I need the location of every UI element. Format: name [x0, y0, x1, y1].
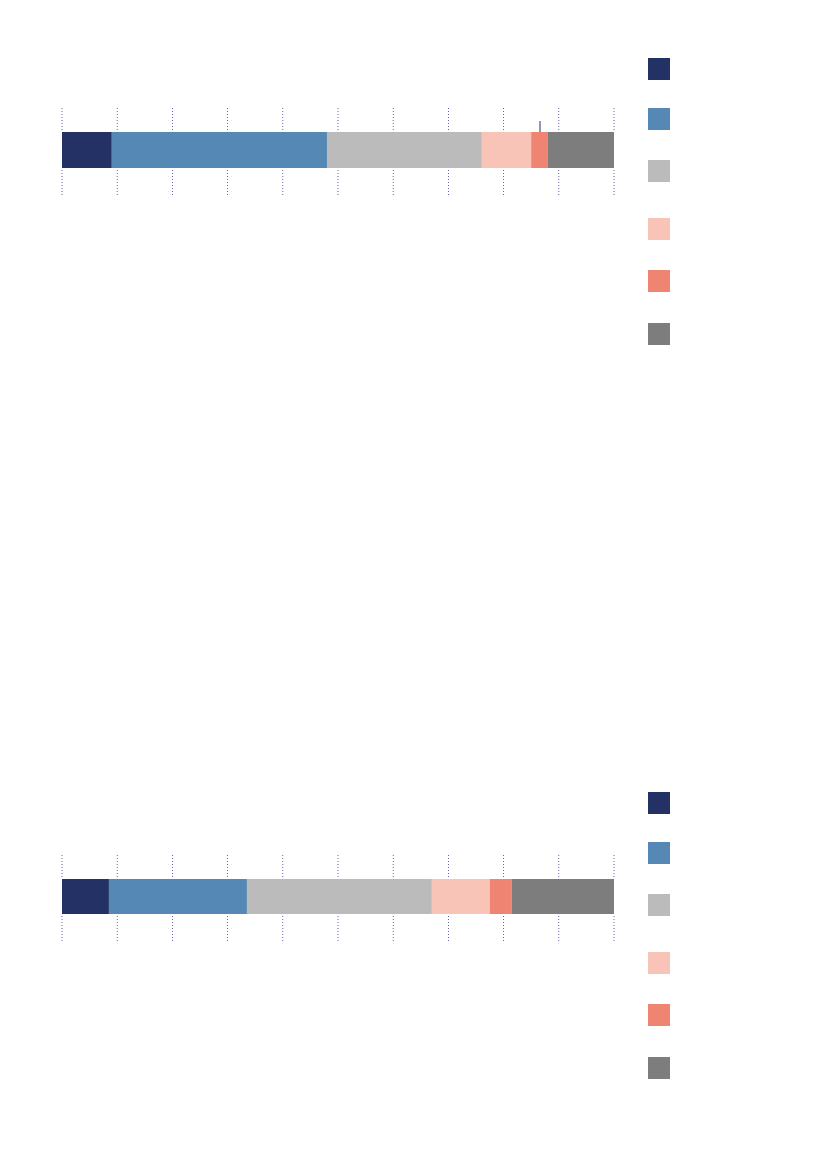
legend-swatch	[648, 1004, 670, 1026]
bar-segment	[431, 879, 490, 914]
bar-segment	[108, 879, 247, 914]
legend-swatch	[648, 270, 670, 292]
legend-swatch	[648, 218, 670, 240]
legend-swatch	[648, 108, 670, 130]
legend-swatch	[648, 160, 670, 182]
bar-segment	[489, 879, 512, 914]
bar-segment	[62, 879, 109, 914]
legend-swatch	[648, 952, 670, 974]
legend-swatch	[648, 58, 670, 80]
bar-segment	[511, 879, 614, 914]
bar-segment	[111, 132, 327, 168]
legend-swatch	[648, 323, 670, 345]
legend-swatch	[648, 842, 670, 864]
bar-segment	[62, 132, 112, 168]
legend-swatch	[648, 1057, 670, 1079]
bar-segment	[531, 132, 548, 168]
bar-segment	[481, 132, 532, 168]
bar-segment	[326, 132, 482, 168]
bar-segment	[246, 879, 432, 914]
bar-segment	[547, 132, 614, 168]
legend-swatch	[648, 894, 670, 916]
legend-swatch	[648, 792, 670, 814]
